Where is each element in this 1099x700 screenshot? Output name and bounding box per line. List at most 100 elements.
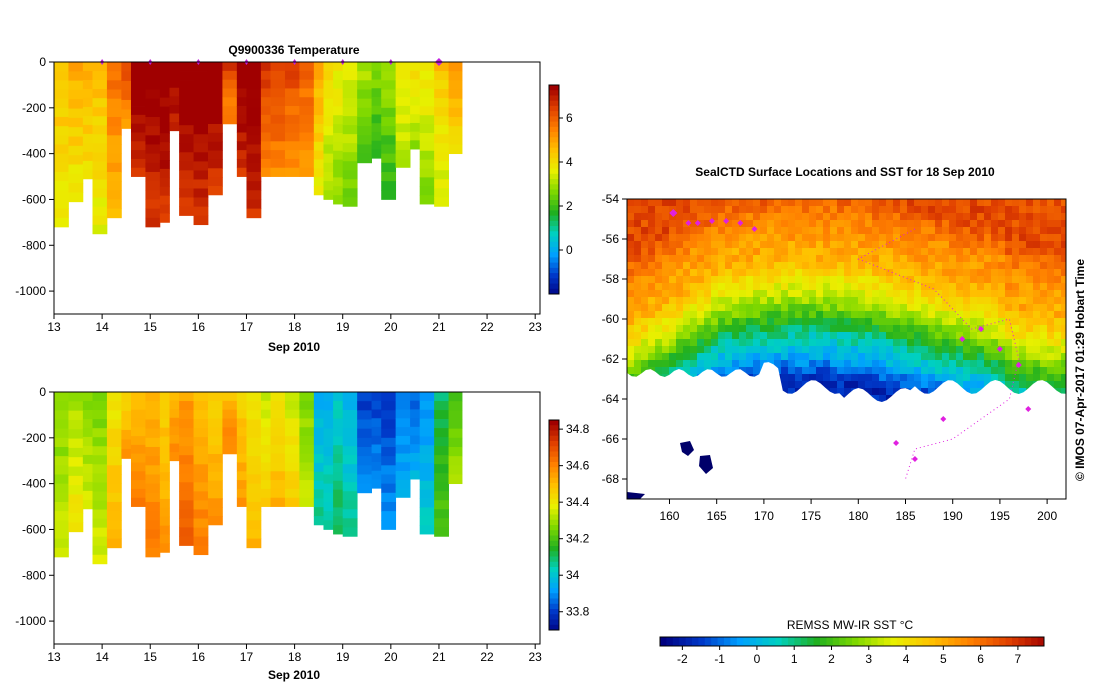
sst-cell xyxy=(718,213,726,221)
heatmap-cell xyxy=(68,89,84,100)
heatmap-cell xyxy=(260,62,271,72)
sst-cell xyxy=(774,304,782,312)
colorbar-swatch xyxy=(549,90,559,96)
sst-cell xyxy=(781,290,789,298)
sst-cell xyxy=(767,199,775,207)
sst-cell xyxy=(676,220,684,228)
sst-cell xyxy=(774,346,782,354)
sst-cell xyxy=(984,234,992,242)
heatmap-cell xyxy=(333,427,344,437)
sst-cell xyxy=(1040,220,1048,228)
heatmap-cell xyxy=(357,107,372,118)
sst-cell xyxy=(718,199,726,207)
sst-cell xyxy=(704,255,712,263)
sst-cell xyxy=(1040,213,1048,221)
sst-cell xyxy=(844,332,852,340)
sst-colorbar-swatch xyxy=(839,637,847,646)
sst-cell xyxy=(872,276,880,284)
sst-cell xyxy=(858,353,866,361)
heatmap-cell xyxy=(130,427,146,437)
sst-cell xyxy=(900,374,908,382)
sst-cell xyxy=(676,206,684,214)
sst-cell xyxy=(893,290,901,298)
sst-colorbar-label: REMSS MW-IR SST °C xyxy=(787,618,914,632)
sst-colorbar-swatch xyxy=(864,637,872,646)
heatmap-cell xyxy=(207,409,223,419)
sst-cell xyxy=(851,206,859,214)
sst-cell xyxy=(753,339,761,347)
heatmap-cell xyxy=(313,97,324,107)
sst-cell xyxy=(928,262,936,270)
sst-cell xyxy=(851,199,859,207)
heatmap-cell xyxy=(371,444,382,454)
sst-cell xyxy=(774,234,782,242)
heatmap-cell xyxy=(106,520,122,530)
sst-cell xyxy=(781,388,789,396)
heatmap-cell xyxy=(92,536,108,547)
sst-cell xyxy=(676,227,684,235)
sst-cell xyxy=(753,241,761,249)
longitude-tick-label: 180 xyxy=(848,509,868,523)
heatmap-cell xyxy=(54,446,69,457)
sst-cell xyxy=(879,199,887,207)
sst-cell xyxy=(669,297,677,305)
heatmap-cell xyxy=(395,462,411,472)
sst-cell xyxy=(746,339,754,347)
heatmap-cell xyxy=(130,132,146,142)
sst-cell xyxy=(823,269,831,277)
heatmap-cell xyxy=(145,208,161,219)
sst-cell xyxy=(942,346,950,354)
sst-cell xyxy=(858,269,866,277)
sst-cell xyxy=(963,353,971,361)
heatmap-cell xyxy=(193,392,209,402)
sst-cell xyxy=(634,325,642,333)
sst-cell xyxy=(1040,304,1048,312)
colorbar-swatch xyxy=(549,210,559,217)
heatmap-cell xyxy=(419,168,435,178)
heatmap-cell xyxy=(82,88,93,99)
sst-cell xyxy=(711,241,719,249)
sst-cell xyxy=(963,339,971,347)
heatmap-cell xyxy=(357,89,372,100)
sst-cell xyxy=(830,325,838,333)
heatmap-cell xyxy=(193,509,209,519)
sst-cell xyxy=(697,199,705,207)
sst-cell xyxy=(984,353,992,361)
sst-cell xyxy=(648,213,656,221)
heatmap-cell xyxy=(179,62,194,72)
heatmap-cell xyxy=(236,436,247,446)
sst-cell xyxy=(662,332,670,340)
sst-cell xyxy=(627,325,635,333)
sst-cell xyxy=(809,276,817,284)
heatmap-cell xyxy=(236,97,247,107)
sst-cell xyxy=(865,255,873,263)
sst-colorbar-swatch xyxy=(999,637,1007,646)
sst-cell xyxy=(942,339,950,347)
sst-cell xyxy=(753,199,761,207)
sst-cell xyxy=(648,325,656,333)
sst-cell xyxy=(690,332,698,340)
sst-cell xyxy=(1026,318,1034,326)
sst-cell xyxy=(746,353,754,361)
sst-cell xyxy=(788,360,796,368)
longitude-tick-label: 165 xyxy=(707,509,727,523)
heatmap-cell xyxy=(381,437,397,448)
sst-cell xyxy=(788,346,796,354)
sst-cell xyxy=(1054,318,1062,326)
sst-cell xyxy=(1033,339,1041,347)
sst-cell xyxy=(704,199,712,207)
sst-cell xyxy=(627,360,635,368)
heatmap-cell xyxy=(82,445,93,456)
temperature-x-axis: 13 14 15 16 17 18 19 20 21 22 23 xyxy=(47,314,542,334)
sst-cell xyxy=(963,332,971,340)
sst-cell xyxy=(802,206,810,214)
sst-cell xyxy=(872,297,880,305)
sst-cell xyxy=(711,318,719,326)
heatmap-cell xyxy=(342,491,358,501)
heatmap-cell xyxy=(246,419,262,430)
sst-cell xyxy=(1012,283,1020,291)
seal-position xyxy=(685,220,692,226)
sst-cell xyxy=(627,297,635,305)
sst-colorbar-swatch xyxy=(813,637,821,646)
